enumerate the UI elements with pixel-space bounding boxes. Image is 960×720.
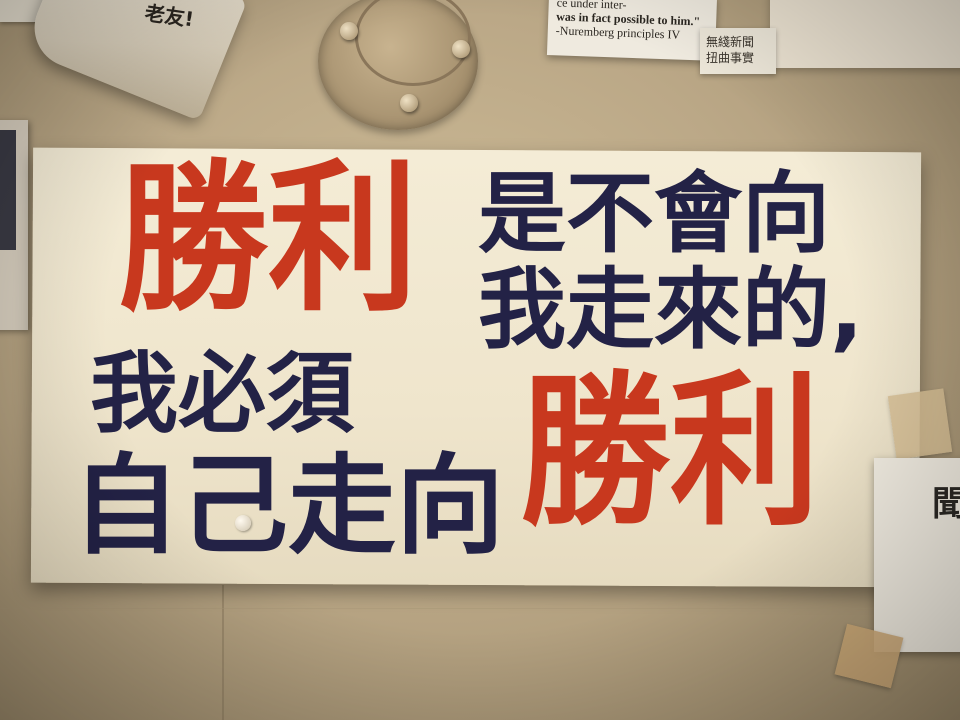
bolt-icon: [400, 94, 418, 112]
poster-navy-line-a: 是不會向: [478, 162, 831, 265]
bolt-icon: [452, 40, 470, 58]
side-note-line-2: 扭曲事實: [706, 51, 755, 65]
wall-seam: [222, 585, 224, 720]
right-note-character: 聞: [932, 484, 960, 524]
right-edge-news-note: [874, 458, 960, 652]
wall-mount-ring: [355, 0, 471, 86]
poster-red-victory-bottom: 勝利: [520, 357, 821, 549]
masking-tape: [887, 388, 953, 460]
wall-seam-horizontal: [0, 608, 960, 609]
top-right-paper: [770, 0, 960, 68]
curled-paper-note: [22, 0, 248, 121]
poster-navy-line-c: 我必須: [90, 342, 355, 445]
pin-icon: [235, 515, 251, 531]
side-note-line-1: 無綫新聞: [706, 35, 755, 49]
poster-red-victory-top: 勝利: [118, 146, 419, 334]
poster-navy-line-b: 我走來的,: [478, 258, 864, 361]
left-edge-poster-print: [0, 130, 16, 250]
poster-navy-line-d: 自己走向: [72, 444, 505, 569]
bolt-icon: [340, 22, 358, 40]
nuremberg-quote-note: ce under inter- was in fact possible to …: [546, 0, 718, 61]
tvb-news-note: 無綫新聞 扭曲事實: [700, 28, 776, 74]
